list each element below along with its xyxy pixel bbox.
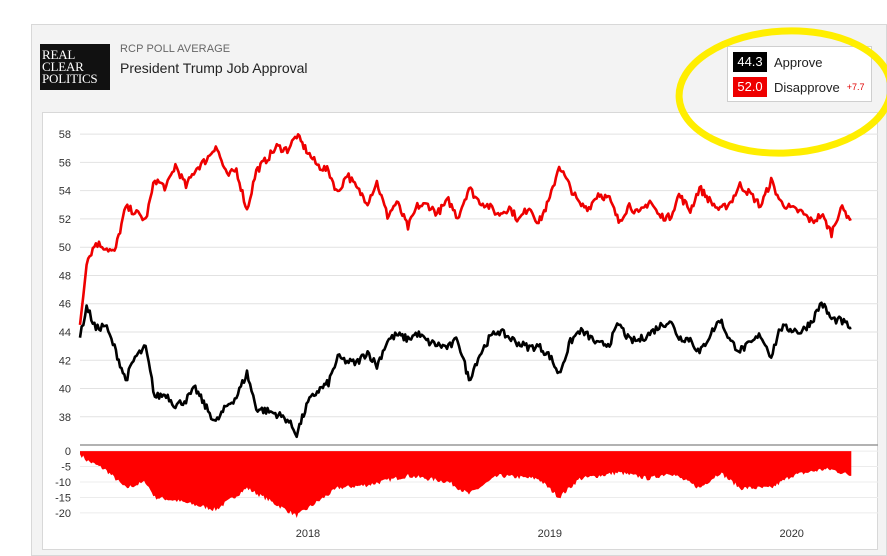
y-tick-label: 48 [59, 270, 71, 282]
y-tick-label: 56 [59, 157, 71, 169]
logo-line-2: CLEAR [42, 59, 84, 74]
chart-title: President Trump Job Approval [120, 60, 308, 76]
series-disapprove-line [78, 133, 852, 326]
spread-value: +7.7 [846, 82, 865, 92]
y-tick-label: 54 [59, 186, 71, 198]
x-tick-label: 2020 [779, 528, 803, 540]
lines-layer [78, 133, 852, 439]
sub-y-tick-label: -5 [61, 462, 71, 474]
approve-label: Approve [774, 54, 823, 70]
highlight-layer [675, 27, 887, 157]
logo-line-1: REAL [42, 47, 76, 62]
sub-y-tick-label: -10 [55, 477, 71, 489]
page-top-strip [0, 0, 887, 6]
labels-layer: 58 56 54 52 50 48 46 44 42 40 38 0 -5 -10 -15 -20 2018 20… [55, 129, 804, 540]
sub-y-tick-label: 0 [65, 446, 71, 458]
sub-y-tick-label: -15 [55, 492, 71, 504]
y-tick-label: 38 [59, 412, 71, 424]
approve-value: 44.3 [733, 52, 767, 72]
legend-box: 44.3 Approve 52.0 Disapprove +7.7 [727, 46, 872, 102]
legend-row-disapprove: 52.0 Disapprove +7.7 [733, 77, 865, 97]
spread-layer [80, 451, 852, 518]
y-tick-label: 42 [59, 355, 71, 367]
disapprove-value: 52.0 [733, 77, 767, 97]
x-tick-label: 2019 [538, 528, 562, 540]
chart-subtitle: RCP POLL AVERAGE [120, 43, 231, 55]
y-tick-label: 52 [59, 214, 71, 226]
y-tick-label: 50 [59, 242, 71, 254]
highlight-circle [675, 27, 887, 157]
y-tick-label: 58 [59, 129, 71, 141]
y-tick-label: 44 [59, 327, 71, 339]
y-tick-label: 46 [59, 299, 71, 311]
logo-line-3: POLITICS [42, 71, 98, 86]
x-tick-label: 2018 [296, 528, 320, 540]
series-spread-area [80, 451, 852, 518]
rcp-logo[interactable]: REAL CLEAR POLITICS [40, 44, 110, 90]
series-approve-line [78, 301, 852, 439]
sub-y-tick-label: -20 [55, 508, 71, 520]
legend-row-approve: 44.3 Approve [733, 52, 822, 72]
y-tick-label: 40 [59, 384, 71, 396]
disapprove-label: Disapprove [774, 79, 840, 95]
